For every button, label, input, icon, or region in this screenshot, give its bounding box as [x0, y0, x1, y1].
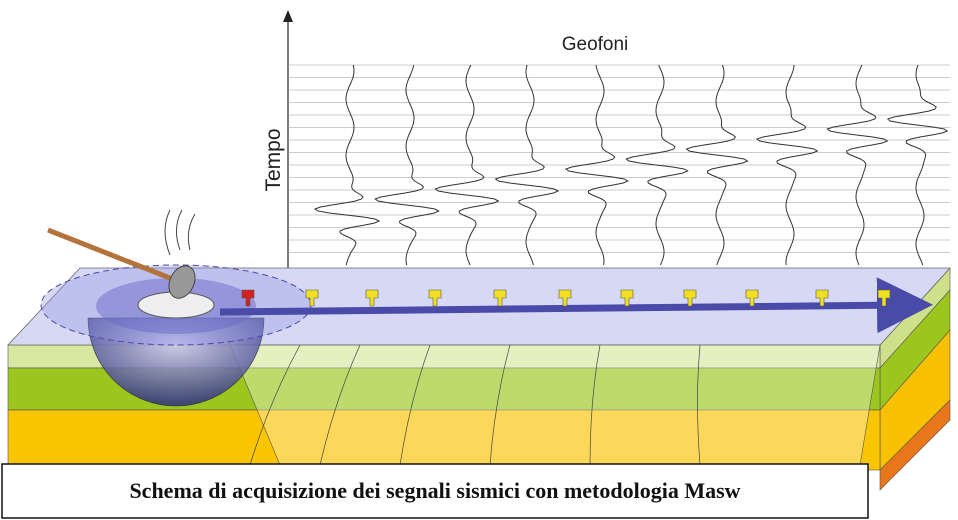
wave-cone [230, 345, 880, 465]
x-axis-label: Geofoni [562, 34, 629, 55]
axis-arrow [283, 10, 293, 22]
y-axis-label: Tempo [262, 128, 285, 191]
diagram: Geofoni Tempo Schema di acquisizione dei… [0, 0, 958, 520]
vibration [165, 210, 195, 255]
caption: Schema di acquisizione dei segnali sismi… [129, 478, 740, 503]
